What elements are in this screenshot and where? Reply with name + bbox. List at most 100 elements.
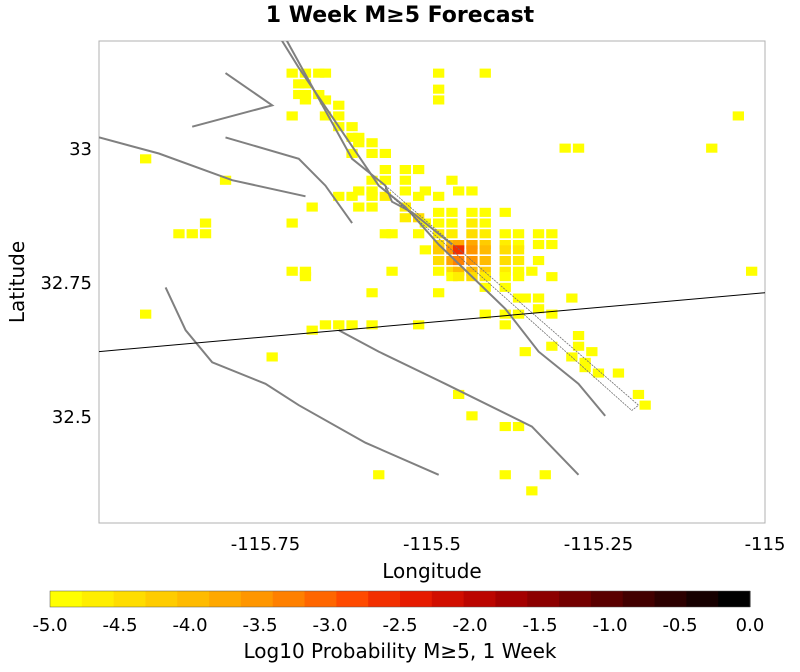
heatmap-cell-17 — [319, 111, 332, 121]
colorbar-swatch-5 — [209, 591, 242, 607]
heatmap-cell-121 — [746, 266, 758, 276]
heatmap-cell-82 — [186, 229, 198, 239]
heatmap-cell-2 — [313, 68, 325, 78]
heatmap-cell-30 — [366, 148, 378, 158]
heatmap-cell-134 — [512, 293, 525, 303]
heatmap-cell-33 — [379, 165, 391, 175]
fault-line-6 — [164, 286, 440, 476]
heatmap-cell-133 — [499, 282, 511, 292]
heatmap-cell-22 — [353, 132, 365, 142]
heatmap-cell-137 — [566, 293, 578, 303]
heatmap-cell-32 — [140, 154, 152, 164]
heatmap-cell-98 — [466, 245, 478, 255]
x-axis-ticks: -115.75 -115.5 -115.25 -115 — [231, 534, 786, 555]
heatmap-cell-143 — [546, 309, 558, 319]
heatmap-cell-37 — [379, 175, 391, 185]
heatmap-cell-68 — [479, 218, 491, 228]
heatmap-cell-139 — [479, 309, 491, 319]
heatmap-cell-168 — [499, 470, 511, 480]
heatmap-cell-76 — [466, 229, 478, 239]
heatmap-cell-49 — [366, 191, 378, 201]
heatmap-cell-127 — [499, 272, 511, 282]
heatmap-cells — [140, 68, 758, 496]
heatmap-cell-129 — [546, 272, 558, 282]
heatmap-cell-77 — [479, 229, 491, 239]
heatmap-cell-102 — [433, 256, 445, 266]
heatmap-cell-46 — [453, 186, 465, 196]
heatmap-cell-9 — [433, 95, 445, 105]
heatmap-cell-159 — [579, 363, 591, 373]
heatmap-cell-112 — [453, 266, 465, 276]
heatmap-cell-90 — [499, 240, 511, 250]
heatmap-cell-65 — [433, 218, 445, 228]
heatmap-cell-51 — [413, 191, 425, 201]
fault-line-3 — [191, 72, 275, 128]
heatmap-cell-23 — [346, 132, 358, 142]
colorbar-tick-label: -3.5 — [242, 615, 277, 636]
heatmap-cell-91 — [512, 240, 525, 250]
x-tick-label: -115.75 — [231, 534, 300, 555]
heatmap-cell-60 — [479, 207, 491, 217]
heatmap-cell-54 — [353, 202, 365, 212]
heatmap-cell-120 — [386, 266, 398, 276]
heatmap-cell-146 — [346, 320, 358, 330]
colorbar-swatch-10 — [368, 591, 401, 607]
heatmap-cell-169 — [539, 470, 551, 480]
heatmap-cell-111 — [446, 266, 458, 276]
colorbar-swatch-0 — [50, 591, 83, 607]
heatmap-cell-43 — [399, 186, 411, 196]
colorbar-swatch-2 — [113, 591, 146, 607]
heatmap-cell-164 — [632, 389, 645, 399]
heatmap-cell-97 — [453, 245, 465, 255]
heatmap-cell-67 — [466, 218, 478, 228]
colorbar-tick-label: -2.5 — [382, 615, 417, 636]
heatmap-cell-70 — [199, 218, 212, 228]
heatmap-cell-6 — [293, 79, 305, 89]
heatmap-cell-123 — [446, 272, 458, 282]
colorbar-swatch-18 — [622, 591, 656, 607]
heatmap-cell-44 — [419, 186, 431, 196]
heatmap-cell-79 — [512, 229, 525, 239]
colorbar-frame — [49, 590, 751, 608]
heatmap-cell-10 — [293, 90, 305, 100]
colorbar-swatch-14 — [495, 591, 528, 607]
heatmap-cell-150 — [572, 331, 585, 341]
heatmap-cell-94 — [419, 245, 431, 255]
heatmap-cell-165 — [639, 400, 651, 410]
heatmap-cell-93 — [546, 240, 558, 250]
heatmap-cell-95 — [433, 245, 445, 255]
rupture-outline — [384, 184, 640, 412]
colorbar-swatch-13 — [463, 591, 496, 607]
heatmap-cell-170 — [526, 486, 538, 496]
heatmap-cell-117 — [526, 266, 538, 276]
colorbar-tick-label: -3.0 — [312, 615, 347, 636]
heatmap-cell-131 — [433, 288, 445, 298]
heatmap-cell-31 — [379, 148, 391, 158]
heatmap-cell-145 — [333, 320, 345, 330]
heatmap-cell-138 — [140, 309, 152, 319]
heatmap-cell-109 — [532, 256, 545, 266]
heatmap-cell-171 — [373, 470, 385, 480]
heatmap-cell-53 — [306, 202, 318, 212]
heatmap-cell-147 — [366, 320, 378, 330]
heatmap-cell-152 — [546, 341, 558, 351]
fault-lines — [99, 41, 765, 476]
heatmap-cell-61 — [499, 207, 511, 217]
heatmap-cell-12 — [313, 90, 325, 100]
heatmap-cell-18 — [333, 111, 345, 121]
heatmap-cell-52 — [433, 191, 445, 201]
heatmap-cell-84 — [199, 229, 212, 239]
y-tick-label: 33 — [69, 139, 92, 160]
colorbar-tick-label: -1.5 — [522, 615, 557, 636]
heatmap-cell-154 — [572, 341, 585, 351]
heatmap-cell-5 — [479, 68, 491, 78]
colorbar-tick-label: -1.0 — [592, 615, 627, 636]
heatmap-cell-107 — [499, 256, 511, 266]
heatmap-cell-24 — [366, 138, 378, 148]
heatmap-cell-28 — [706, 143, 718, 153]
colorbar-swatch-3 — [145, 591, 178, 607]
heatmap-cell-47 — [333, 191, 345, 201]
colorbar-swatch-6 — [240, 591, 274, 607]
heatmap-cell-26 — [559, 143, 571, 153]
heatmap-cell-130 — [366, 288, 378, 298]
